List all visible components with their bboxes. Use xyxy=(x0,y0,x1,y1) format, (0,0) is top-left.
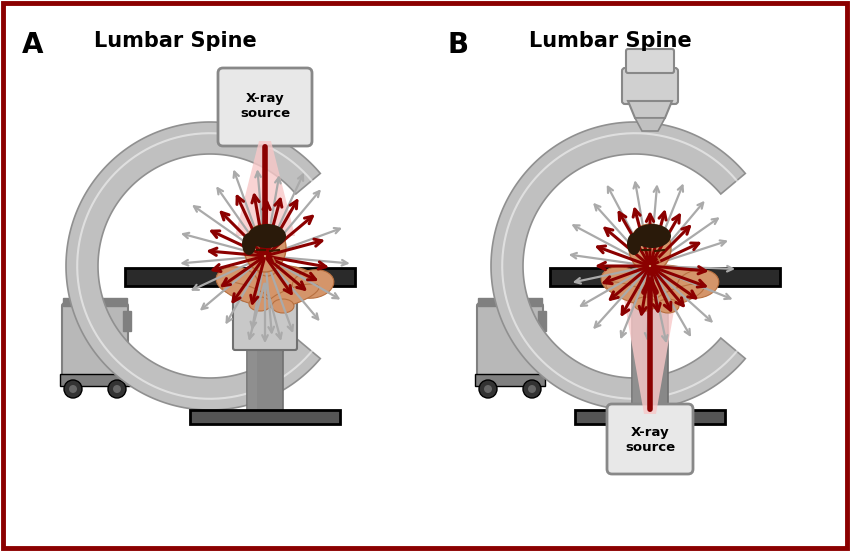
Polygon shape xyxy=(635,118,665,131)
Ellipse shape xyxy=(657,299,679,313)
FancyBboxPatch shape xyxy=(626,49,674,73)
Ellipse shape xyxy=(292,270,334,298)
Circle shape xyxy=(484,385,492,393)
Polygon shape xyxy=(235,141,295,236)
Polygon shape xyxy=(491,122,745,410)
Ellipse shape xyxy=(601,267,643,295)
Text: X-ray
source: X-ray source xyxy=(240,92,290,120)
Ellipse shape xyxy=(249,297,271,311)
Ellipse shape xyxy=(642,260,662,276)
Ellipse shape xyxy=(221,282,273,306)
Circle shape xyxy=(69,385,77,393)
Bar xyxy=(475,374,545,386)
FancyBboxPatch shape xyxy=(233,294,297,350)
Ellipse shape xyxy=(248,224,286,248)
Circle shape xyxy=(523,380,541,398)
Polygon shape xyxy=(66,122,320,410)
Bar xyxy=(63,298,127,306)
Ellipse shape xyxy=(627,233,641,255)
Ellipse shape xyxy=(267,284,319,308)
Bar xyxy=(60,374,130,386)
Polygon shape xyxy=(628,101,672,118)
Ellipse shape xyxy=(257,260,277,276)
Ellipse shape xyxy=(243,294,287,304)
Bar xyxy=(247,276,257,416)
FancyBboxPatch shape xyxy=(607,404,693,474)
Bar xyxy=(632,276,668,416)
Bar xyxy=(247,276,283,416)
Circle shape xyxy=(479,380,497,398)
Ellipse shape xyxy=(235,289,295,303)
Text: Lumbar Spine: Lumbar Spine xyxy=(529,31,691,51)
Text: Lumbar Spine: Lumbar Spine xyxy=(94,31,257,51)
Ellipse shape xyxy=(272,299,294,313)
FancyBboxPatch shape xyxy=(622,68,678,104)
Ellipse shape xyxy=(606,282,658,306)
Ellipse shape xyxy=(652,284,704,308)
Circle shape xyxy=(113,385,121,393)
Ellipse shape xyxy=(677,270,719,298)
Ellipse shape xyxy=(230,265,320,303)
Bar xyxy=(123,311,131,331)
Text: A: A xyxy=(22,31,43,59)
Ellipse shape xyxy=(629,224,671,272)
Ellipse shape xyxy=(633,224,671,248)
Circle shape xyxy=(108,380,126,398)
FancyBboxPatch shape xyxy=(218,68,312,146)
Bar xyxy=(550,268,780,286)
Bar xyxy=(632,276,642,416)
Text: X-ray
source: X-ray source xyxy=(625,426,675,454)
Ellipse shape xyxy=(242,233,256,255)
Ellipse shape xyxy=(615,265,705,303)
Bar xyxy=(538,311,546,331)
Bar xyxy=(575,410,725,424)
Circle shape xyxy=(64,380,82,398)
FancyBboxPatch shape xyxy=(62,303,128,379)
Polygon shape xyxy=(620,276,680,414)
Bar xyxy=(125,268,355,286)
Ellipse shape xyxy=(634,297,656,311)
FancyBboxPatch shape xyxy=(477,303,543,379)
Text: B: B xyxy=(448,31,469,59)
Ellipse shape xyxy=(244,224,286,272)
Ellipse shape xyxy=(216,267,258,295)
Circle shape xyxy=(528,385,536,393)
Bar xyxy=(190,410,340,424)
FancyBboxPatch shape xyxy=(3,3,847,548)
FancyBboxPatch shape xyxy=(243,278,287,298)
Bar xyxy=(478,298,542,306)
